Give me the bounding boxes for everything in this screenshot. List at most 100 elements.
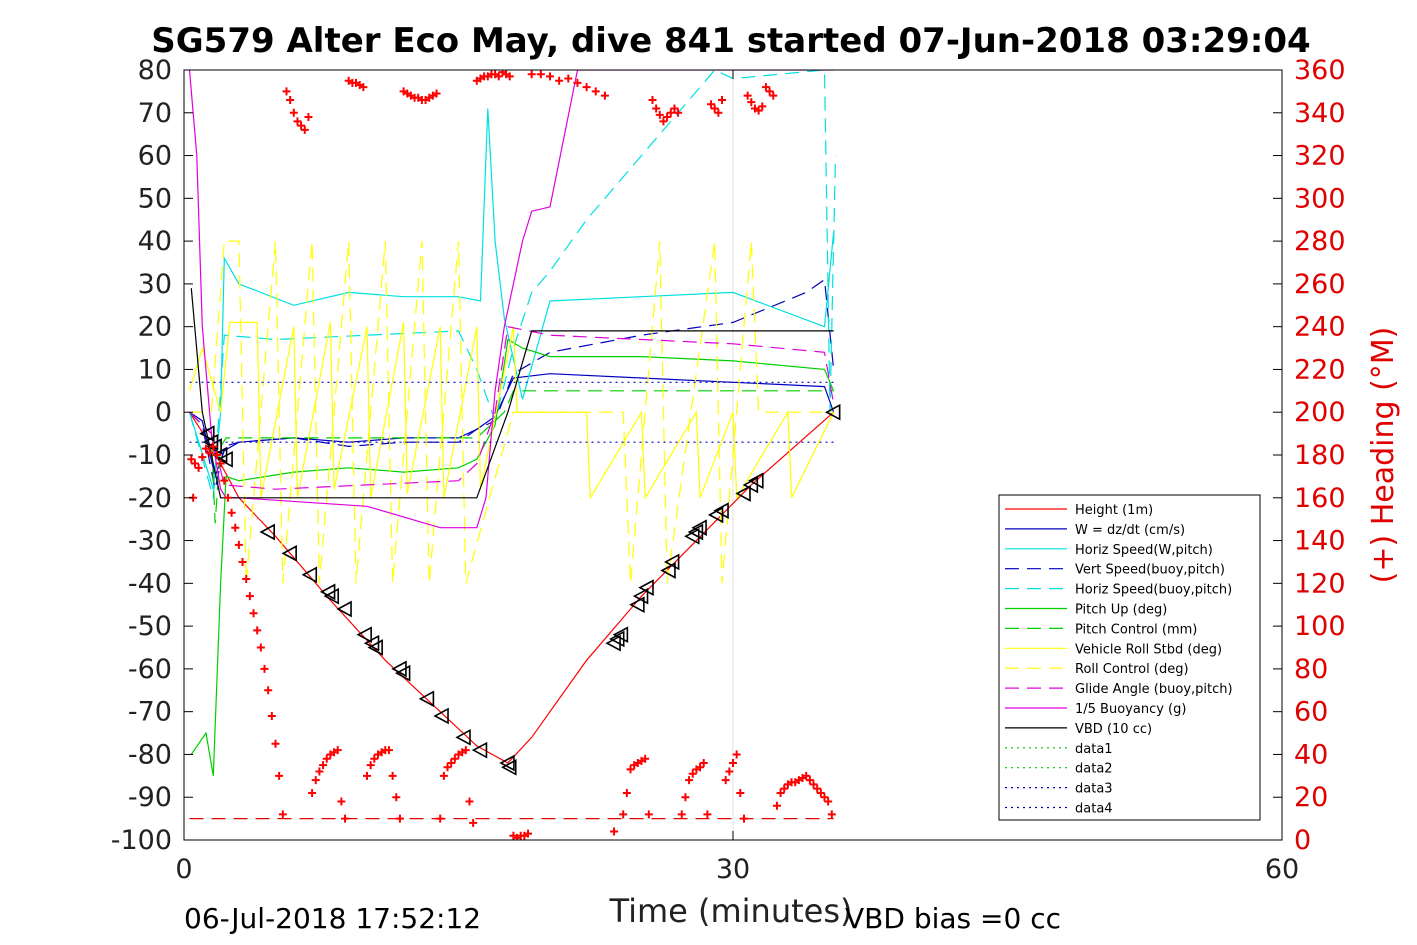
- legend-label-8: Roll Control (deg): [1075, 662, 1189, 677]
- heading-point-141: [754, 106, 763, 115]
- heading-point-144: [765, 87, 774, 96]
- heading-point-122: [685, 776, 694, 785]
- y-tick-label-13: 30: [138, 269, 172, 300]
- heading-point-50: [366, 761, 375, 770]
- depth-marker-13: [367, 639, 383, 656]
- heading-point-77: [465, 797, 474, 806]
- heading-point-41: [333, 746, 342, 755]
- y-right-tick-label-3: 60: [1294, 697, 1328, 728]
- heading-point-10: [220, 476, 229, 485]
- legend-label-2: Horiz Speed(W,pitch): [1075, 543, 1213, 558]
- heading-point-5: [201, 444, 210, 453]
- legend-label-12: data1: [1075, 742, 1113, 757]
- y-tick-label-10: 0: [155, 397, 172, 428]
- heading-point-26: [278, 810, 287, 819]
- legend-label-5: Pitch Up (deg): [1075, 603, 1167, 618]
- right-axis-label: (+) Heading (°M): [1366, 327, 1401, 584]
- series-line-8: [189, 240, 834, 584]
- depth-marker-25: [629, 596, 645, 614]
- y-tick-label-12: 20: [138, 312, 172, 343]
- heading-point-101: [591, 87, 600, 96]
- heading-point-25: [275, 771, 284, 780]
- heading-point-113: [652, 104, 661, 113]
- depth-marker-26: [632, 587, 649, 605]
- heading-point-117: [666, 108, 675, 117]
- heading-point-7: [209, 442, 218, 451]
- y-right-tick-label-7: 140: [1294, 526, 1346, 557]
- heading-point-158: [816, 788, 825, 797]
- heading-point-145: [769, 91, 778, 100]
- depth-marker-38: [824, 403, 841, 421]
- y-right-tick-label-18: 360: [1294, 55, 1346, 86]
- heading-point-139: [747, 98, 756, 107]
- depth-marker-18: [455, 728, 471, 746]
- legend-label-15: data4: [1075, 802, 1113, 817]
- heading-point-95: [536, 70, 545, 79]
- heading-point-126: [699, 759, 708, 767]
- heading-point-31: [297, 121, 306, 130]
- axis-layer: -100-90-80-70-60-50-40-30-20-10010203040…: [111, 55, 1346, 885]
- heading-point-21: [260, 664, 269, 673]
- heading-point-128: [707, 100, 716, 109]
- heading-point-118: [670, 104, 679, 113]
- heading-point-15: [238, 557, 247, 566]
- heading-point-135: [732, 750, 741, 759]
- y-right-tick-label-0: 0: [1294, 825, 1311, 856]
- y-right-tick-label-2: 40: [1294, 739, 1328, 770]
- y-right-tick-label-1: 20: [1294, 782, 1328, 813]
- series-line-2: [188, 108, 835, 490]
- heading-point-33: [304, 113, 313, 122]
- heading-point-36: [315, 767, 324, 776]
- legend-label-6: Pitch Control (mm): [1075, 622, 1197, 637]
- heading-point-157: [813, 784, 822, 793]
- y-right-tick-label-5: 100: [1294, 611, 1346, 642]
- y-right-tick-label-8: 160: [1294, 483, 1346, 514]
- depth-marker-9: [323, 587, 340, 605]
- heading-point-51: [370, 754, 379, 763]
- depth-marker-2: [206, 438, 222, 455]
- heading-point-100: [582, 83, 591, 92]
- legend-label-0: Height (1m): [1075, 503, 1153, 518]
- heading-point-111: [644, 810, 653, 819]
- heading-point-23: [267, 711, 276, 720]
- x-axis-label: Time (minutes): [609, 892, 853, 930]
- depth-marker-24: [612, 626, 629, 644]
- heading-point-112: [648, 95, 657, 104]
- heading-point-160: [824, 797, 833, 806]
- heading-point-97: [555, 76, 564, 85]
- y-tick-label-7: -30: [128, 526, 172, 557]
- heading-point-19: [253, 626, 262, 635]
- heading-point-13: [231, 523, 240, 532]
- heading-point-73: [450, 754, 459, 763]
- heading-point-146: [772, 801, 781, 810]
- heading-point-104: [619, 810, 628, 819]
- heading-point-114: [655, 110, 664, 119]
- heading-point-58: [395, 814, 404, 823]
- heading-point-120: [677, 810, 686, 819]
- y-right-tick-label-4: 80: [1294, 654, 1328, 685]
- chart-title: SG579 Alter Eco May, dive 841 started 07…: [151, 21, 1310, 61]
- x-tick-label-1: 30: [716, 854, 750, 885]
- heading-point-55: [384, 746, 393, 755]
- heading-point-69: [436, 814, 445, 823]
- legend: Height (1m) W = dz/dt (cm/s) Horiz Speed(W…: [998, 494, 1261, 821]
- legend-label-10: 1/5 Buoyancy (g): [1075, 702, 1186, 717]
- depth-marker-5: [259, 523, 275, 541]
- y-tick-label-5: -50: [128, 611, 172, 642]
- heading-point-102: [600, 91, 609, 100]
- depth-marker-28: [660, 562, 676, 579]
- heading-point-3: [194, 463, 203, 472]
- heading-point-70: [439, 771, 448, 780]
- y-right-tick-label-12: 240: [1294, 312, 1346, 343]
- depth-marker-29: [663, 553, 680, 571]
- heading-point-71: [443, 763, 452, 772]
- heading-point-123: [688, 769, 697, 778]
- heading-point-143: [761, 83, 770, 92]
- y-tick-label-16: 60: [138, 141, 172, 172]
- heading-point-42: [337, 797, 346, 806]
- y-right-tick-label-15: 300: [1294, 183, 1346, 214]
- heading-point-38: [322, 754, 331, 763]
- heading-point-137: [739, 814, 748, 823]
- depth-marker-11: [356, 626, 372, 644]
